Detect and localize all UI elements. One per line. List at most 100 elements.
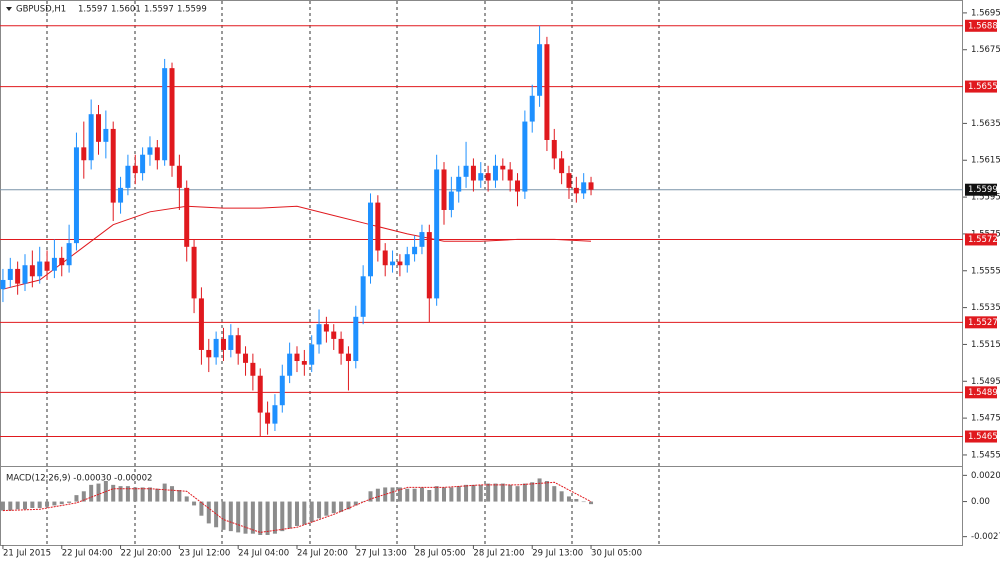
x-tick-label: 22 Jul 20:00 [121,549,172,559]
y-tick-label: 1.5595 [971,193,1000,203]
macd-bar [294,501,299,526]
candle-body [287,353,293,376]
macd-bar [199,501,204,516]
day-separators [46,1,660,545]
candle-body [162,68,168,161]
y-tick-label: 1.5515 [971,340,1000,350]
macd-bar [280,501,285,532]
plot-frame [0,0,963,546]
macd-bar [434,486,439,502]
level-label: 1.5465 [968,432,998,442]
candle-body [169,68,175,166]
macd-bar [493,483,498,502]
macd-bar [309,501,314,523]
macd-bar [162,483,167,502]
macd-bar [221,501,226,530]
x-tick-label: 21 Jul 2015 [3,549,51,559]
macd-bar [361,501,366,503]
macd-bar [581,501,586,503]
x-tick-label: 28 Jul 05:00 [415,549,466,559]
y-tick-label: 1.5535 [971,303,1000,313]
candle-body [529,95,535,122]
candle-body [485,173,491,181]
macd-bar [155,488,160,502]
candle-body [537,44,543,96]
level-label-box [965,316,997,329]
macd-bar [566,496,571,502]
level-label: 1.5489 [968,388,998,398]
x-tick-label: 24 Jul 20:00 [297,549,348,559]
macd-bar [0,501,5,511]
y-tick-label: 1.5495 [971,377,1000,387]
macd-bar [177,490,182,502]
macd-bar [405,488,410,502]
candle-body [103,128,109,142]
macd-bar [478,484,483,502]
symbol-title: GBPUSD,H1 [16,5,66,15]
macd-bar [589,501,594,505]
candle-body [243,353,249,363]
macd-bar [147,487,152,502]
level-label: 1.5655 [968,82,998,92]
candle-body [59,257,65,266]
candle-body [492,165,498,181]
header-value: 1.5597 [78,5,108,15]
macd-bar [67,501,72,503]
macd-bar [228,501,233,532]
candle-body [309,344,315,365]
level-label-box [965,19,997,32]
candle-body [228,335,234,350]
macd-bar [515,486,520,502]
candle-body [73,147,79,244]
x-tick-label: 30 Jul 05:00 [591,549,642,559]
candle-body [448,191,454,210]
level-label: 1.5572 [968,235,998,245]
candle-body [294,353,300,362]
macd-bar [346,501,351,510]
candle-body [426,232,432,299]
candle-body [81,147,87,161]
candle-body [338,338,344,354]
macd-bar [412,488,417,502]
candle-body [551,139,557,159]
candle-body [154,147,160,161]
macd-bar [559,491,564,502]
candle-body [382,250,388,266]
candle-body [367,202,373,277]
y-tick-label: 1.5615 [971,156,1000,166]
candle-body [257,375,263,413]
macd-bar [81,491,86,502]
candle-body [522,121,528,192]
candle-body [191,246,197,299]
macd-bar [464,484,469,502]
macd-bar [15,501,20,510]
last-price-box [965,183,997,196]
macd-bar [214,501,219,528]
macd-bar [22,501,27,510]
macd-bar [111,484,116,502]
level-label: 1.5527 [968,318,998,328]
candle-body [375,202,381,251]
macd-bar [544,481,549,502]
macd-y-tick-label: 0.00204 [971,471,1000,481]
macd-bar [52,501,57,506]
macd-bar [243,501,248,534]
candle-body [360,276,366,317]
macd-bar [184,496,189,502]
x-tick-label: 28 Jul 21:00 [473,549,524,559]
candle-body [272,405,278,424]
macd-bar [427,490,432,502]
candle-body [412,246,418,255]
y-tick-label: 1.5635 [971,119,1000,129]
macd-bar [170,486,175,502]
candle-body [515,180,521,192]
macd-bar [471,484,476,502]
candle-body [463,165,469,177]
candle-body [573,187,579,194]
candle-body [507,169,513,181]
macd-bar [125,486,130,502]
candle-body [456,176,462,192]
macd-bar [265,501,270,535]
candle-body [500,165,506,170]
